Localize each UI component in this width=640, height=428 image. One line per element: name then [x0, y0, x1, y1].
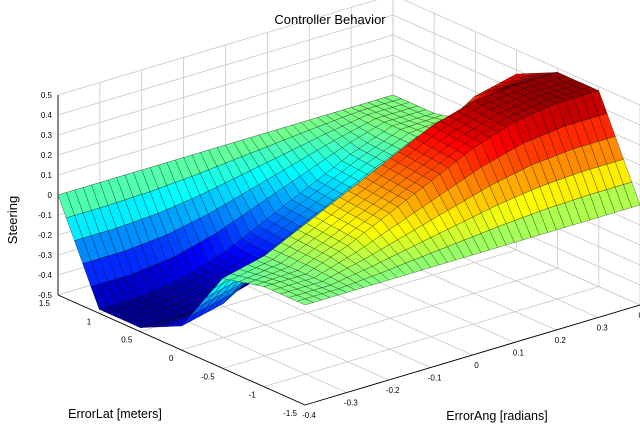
x-tick-label: 0.2: [555, 336, 567, 345]
grid-line: [57, 54, 394, 156]
z-axis-label: Steering: [5, 196, 20, 244]
y-tick-label: 1.5: [39, 299, 51, 308]
y-axis-label: ErrorLat [meters]: [68, 407, 162, 421]
grid-line: [181, 249, 517, 351]
grid-line: [403, 0, 640, 106]
grid-line: [263, 286, 599, 388]
z-tick-label: 0.5: [41, 91, 53, 100]
z-tick-label: 0: [48, 191, 53, 200]
x-tick-label: -0.4: [302, 411, 316, 420]
x-tick-label: 0: [474, 361, 479, 370]
x-tick-label: 0.4: [638, 311, 640, 320]
axis-line: [57, 294, 306, 406]
chart-title: Controller Behavior: [274, 12, 386, 27]
z-tick-label: 0.2: [41, 151, 53, 160]
z-tick-label: -0.2: [38, 231, 52, 240]
tick-labels: -0.5 -0.4 -0.3 -0.2 -0.1 0 0.1 0.2 0.3 0.4 0.5 -1.5…: [38, 91, 640, 420]
axis-line: [304, 304, 640, 406]
z-tick-label: -0.5: [38, 291, 52, 300]
y-tick-label: 1: [87, 317, 92, 326]
x-tick-label: 0.3: [597, 324, 609, 333]
x-axis-label: ErrorAng [radians]: [446, 409, 547, 423]
y-tick-label: 0: [169, 354, 174, 363]
x-tick-label: -0.3: [344, 399, 358, 408]
z-tick-label: 0.4: [41, 111, 53, 120]
x-tick-label: -0.1: [428, 374, 442, 383]
grid-line: [57, 14, 394, 116]
surface-patch: [296, 298, 314, 306]
grid-line: [57, 0, 378, 96]
x-tick-label: -0.2: [386, 386, 400, 395]
x-tick-label: 0.1: [513, 349, 525, 358]
y-tick-label: 0.5: [121, 336, 133, 345]
y-tick-label: -1.5: [283, 409, 297, 418]
grid-line: [222, 267, 558, 369]
y-tick-label: -0.5: [201, 372, 215, 381]
z-tick-label: 0.3: [41, 131, 53, 140]
z-tick-label: -0.3: [38, 251, 52, 260]
z-tick-label: -0.4: [38, 271, 52, 280]
y-tick-label: -1: [249, 391, 257, 400]
surface-plot: [57, 72, 640, 328]
grid-line: [57, 34, 394, 136]
grid-line: [57, 74, 394, 176]
z-tick-label: 0.1: [41, 171, 53, 180]
z-tick-label: -0.1: [38, 211, 52, 220]
